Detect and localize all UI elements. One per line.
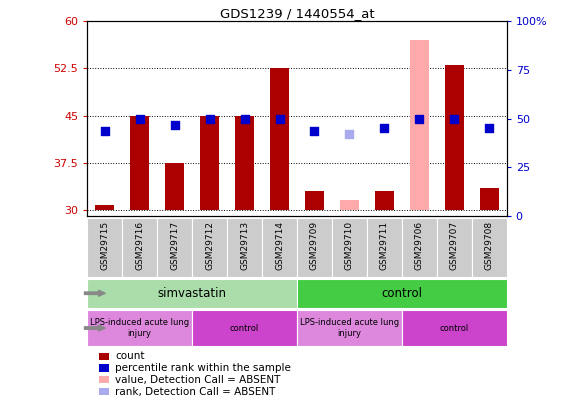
Bar: [227, 218, 262, 277]
Bar: [87, 218, 122, 277]
Point: [240, 115, 249, 122]
Bar: [445, 65, 464, 210]
Text: GSM29709: GSM29709: [310, 221, 319, 270]
Bar: [402, 310, 507, 346]
Text: GSM29707: GSM29707: [450, 221, 459, 270]
Bar: [87, 310, 192, 346]
Bar: [270, 68, 289, 210]
Text: LPS-induced acute lung
injury: LPS-induced acute lung injury: [300, 318, 399, 338]
Bar: [192, 310, 297, 346]
Text: GSM29708: GSM29708: [485, 221, 494, 270]
Text: GSM29713: GSM29713: [240, 221, 249, 270]
Text: control: control: [230, 324, 259, 333]
Bar: [437, 218, 472, 277]
Bar: [375, 191, 394, 210]
Point: [415, 115, 424, 122]
Text: GSM29714: GSM29714: [275, 221, 284, 270]
Point: [310, 128, 319, 134]
Text: rank, Detection Call = ABSENT: rank, Detection Call = ABSENT: [115, 386, 276, 396]
Text: GSM29717: GSM29717: [170, 221, 179, 270]
Bar: [157, 218, 192, 277]
Point: [450, 115, 459, 122]
Text: GSM29712: GSM29712: [205, 221, 214, 270]
Text: GSM29710: GSM29710: [345, 221, 354, 270]
Text: LPS-induced acute lung
injury: LPS-induced acute lung injury: [90, 318, 189, 338]
Bar: [367, 218, 402, 277]
Point: [100, 128, 109, 134]
Bar: [480, 188, 499, 210]
Text: value, Detection Call = ABSENT: value, Detection Call = ABSENT: [115, 375, 281, 385]
Text: GSM29706: GSM29706: [415, 221, 424, 270]
Bar: [165, 162, 184, 210]
Bar: [235, 115, 254, 210]
Text: GSM29715: GSM29715: [100, 221, 109, 270]
Bar: [402, 218, 437, 277]
Bar: [122, 218, 157, 277]
Bar: [305, 191, 324, 210]
Point: [135, 115, 144, 122]
Bar: [297, 310, 402, 346]
Bar: [297, 279, 507, 308]
Bar: [332, 218, 367, 277]
Point: [205, 115, 214, 122]
Bar: [95, 205, 114, 210]
Bar: [130, 115, 149, 210]
Text: control: control: [440, 324, 469, 333]
Bar: [472, 218, 507, 277]
Point: [380, 125, 389, 131]
Title: GDS1239 / 1440554_at: GDS1239 / 1440554_at: [220, 7, 374, 20]
Bar: [340, 200, 359, 210]
Text: simvastatin: simvastatin: [158, 287, 227, 300]
Bar: [87, 279, 297, 308]
Point: [275, 115, 284, 122]
Point: [345, 131, 354, 138]
Point: [485, 125, 494, 131]
Text: control: control: [381, 287, 422, 300]
Bar: [192, 218, 227, 277]
Bar: [262, 218, 297, 277]
Text: count: count: [115, 352, 145, 361]
Text: percentile rank within the sample: percentile rank within the sample: [115, 363, 291, 373]
Point: [170, 122, 179, 128]
Text: GSM29711: GSM29711: [380, 221, 389, 270]
Bar: [410, 40, 429, 210]
Bar: [200, 115, 219, 210]
Text: GSM29716: GSM29716: [135, 221, 144, 270]
Bar: [297, 218, 332, 277]
